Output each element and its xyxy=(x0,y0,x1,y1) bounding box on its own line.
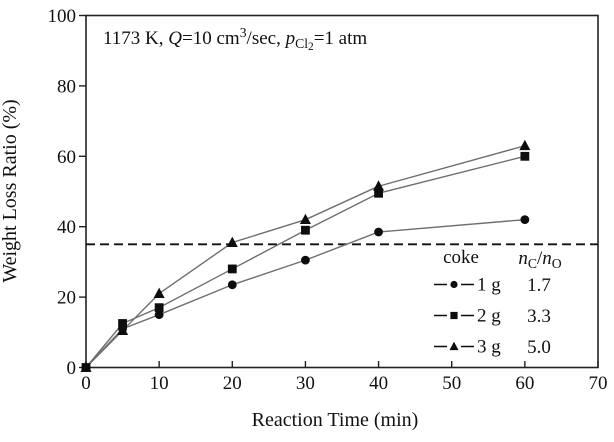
data-point xyxy=(520,151,530,161)
y-tick-label: 40 xyxy=(57,217,76,238)
text-part: 2 xyxy=(308,41,314,53)
legend-row-label: 3 g xyxy=(477,337,501,358)
text-part: C xyxy=(528,256,537,271)
text-part: / xyxy=(537,248,543,269)
data-point xyxy=(520,215,530,225)
legend: coke nC/nO1 g 1.72 g 3.33 g 5.0 xyxy=(434,247,562,358)
legend-marker-triangle xyxy=(449,341,459,351)
text-part: Cl xyxy=(295,36,308,51)
data-point xyxy=(153,287,165,298)
legend-row-label: 1 g xyxy=(477,275,501,296)
plot-frame xyxy=(85,14,599,369)
legend-col1-header: coke xyxy=(443,247,479,268)
data-point xyxy=(301,255,310,265)
x-tick-label: 10 xyxy=(150,373,169,394)
text-part: p xyxy=(284,28,296,49)
x-tick-label: 60 xyxy=(515,373,534,394)
y-tick-label: 60 xyxy=(57,147,76,168)
data-point xyxy=(154,303,164,313)
text-part: 3 xyxy=(240,25,247,40)
condition-annotation: 1173 K, Q=10 cm3/sec, pCl2=1 atm xyxy=(103,25,367,53)
legend-row: 3 g 5.0 xyxy=(434,337,551,358)
text-part: =10 cm xyxy=(182,28,240,49)
legend-marker-circle xyxy=(450,280,458,289)
data-point xyxy=(80,361,92,372)
x-tick-label: 0 xyxy=(81,373,91,394)
text-part: /sec, xyxy=(247,28,286,49)
data-point xyxy=(519,139,531,151)
text-part: 1173 K, xyxy=(103,28,168,49)
legend-row-ratio: 3.3 xyxy=(527,306,551,327)
text-part: n xyxy=(542,248,552,269)
legend-marker-square xyxy=(450,311,458,320)
text-part: n xyxy=(518,248,528,269)
x-tick-label: 30 xyxy=(296,373,315,394)
x-axis-title: Reaction Time (min) xyxy=(252,409,419,431)
data-point xyxy=(117,324,129,335)
y-tick-label: 0 xyxy=(67,358,77,379)
data-point xyxy=(374,188,383,198)
y-tick-label: 20 xyxy=(57,288,76,309)
data-point xyxy=(154,310,164,320)
plot-area: 0 10 20 30 40 50 60 70 0 20 40 60 80 100 1173 K, Q=10 … xyxy=(48,6,608,394)
x-tick-label: 70 xyxy=(589,373,608,394)
series-line-1-g xyxy=(85,218,525,368)
y-tick-label: 80 xyxy=(57,76,76,97)
legend-row-ratio: 5.0 xyxy=(527,337,551,358)
y-axis-title: Weight Loss Ratio (%) xyxy=(0,99,21,282)
x-tick-label: 40 xyxy=(369,373,388,394)
legend-row: 1 g 1.7 xyxy=(434,275,551,296)
text-part: O xyxy=(552,256,562,271)
data-point xyxy=(226,236,238,247)
series-markers-3-g xyxy=(80,139,531,372)
data-point xyxy=(299,213,311,225)
legend-row-ratio: 1.7 xyxy=(527,275,551,296)
data-point xyxy=(118,319,127,328)
data-point xyxy=(374,227,383,237)
data-point xyxy=(227,264,237,274)
y-tick-label: 100 xyxy=(48,6,77,27)
text-part: =1 atm xyxy=(314,28,368,49)
legend-col2-header: nC/nO xyxy=(518,248,561,271)
series-markers-1-g xyxy=(81,215,530,372)
x-tick-label: 20 xyxy=(223,373,242,394)
data-point xyxy=(227,280,237,290)
data-point xyxy=(373,180,385,191)
x-tick-label: 50 xyxy=(442,373,461,394)
data-point xyxy=(301,225,310,235)
legend-row-label: 2 g xyxy=(477,306,501,327)
legend-row: 2 g 3.3 xyxy=(434,306,551,327)
text-part: Q xyxy=(168,28,182,49)
